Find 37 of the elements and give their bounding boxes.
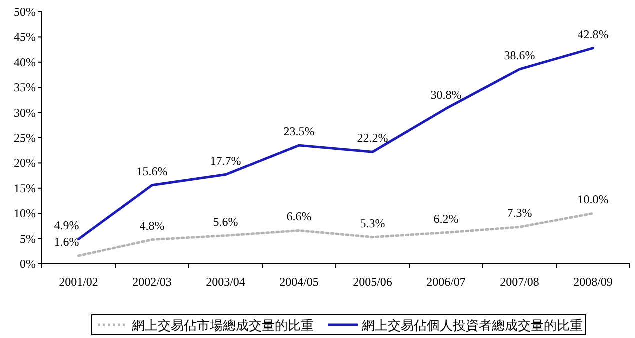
y-tick-label: 20%	[14, 156, 36, 170]
data-label: 1.6%	[54, 234, 80, 249]
x-tick-label: 2007/08	[500, 275, 540, 289]
x-tick-label: 2008/09	[574, 275, 613, 289]
x-tick-label: 2003/04	[206, 275, 246, 289]
data-label: 4.9%	[54, 218, 80, 232]
data-label: 17.7%	[210, 154, 242, 168]
data-label: 5.6%	[213, 214, 238, 229]
x-tick-label: 2005/06	[353, 275, 392, 289]
data-label: 42.8%	[578, 27, 609, 42]
data-label: 23.5%	[284, 124, 315, 139]
y-tick-label: 25%	[14, 131, 36, 145]
y-tick-label: 45%	[14, 30, 36, 44]
x-tick-label: 2006/07	[426, 275, 466, 289]
data-label: 6.2%	[434, 212, 459, 226]
data-label: 7.3%	[507, 206, 532, 220]
data-label: 6.6%	[286, 210, 312, 224]
y-tick-label: 35%	[14, 80, 36, 95]
y-tick-label: 15%	[14, 181, 36, 196]
legend-label: 網上交易佔個人投資者總成交量的比重	[361, 318, 583, 333]
data-label: 10.0%	[578, 192, 609, 207]
x-tick-label: 2002/03	[132, 275, 172, 289]
y-tick-label: 0%	[20, 257, 36, 271]
y-tick-label: 5%	[20, 232, 36, 246]
y-tick-label: 10%	[14, 206, 36, 221]
legend-label: 網上交易佔市場總成交量的比重	[131, 318, 314, 333]
data-label: 5.3%	[360, 216, 386, 230]
data-label: 38.6%	[504, 48, 536, 62]
data-label: 4.8%	[140, 218, 165, 233]
x-tick-label: 2004/05	[280, 275, 319, 289]
data-label: 30.8%	[430, 88, 462, 102]
y-tick-label: 40%	[14, 55, 36, 70]
data-label: 22.2%	[357, 131, 388, 146]
data-label: 15.6%	[136, 164, 168, 178]
y-tick-label: 50%	[14, 5, 36, 19]
y-tick-label: 30%	[14, 106, 36, 120]
x-tick-label: 2001/02	[59, 275, 98, 289]
